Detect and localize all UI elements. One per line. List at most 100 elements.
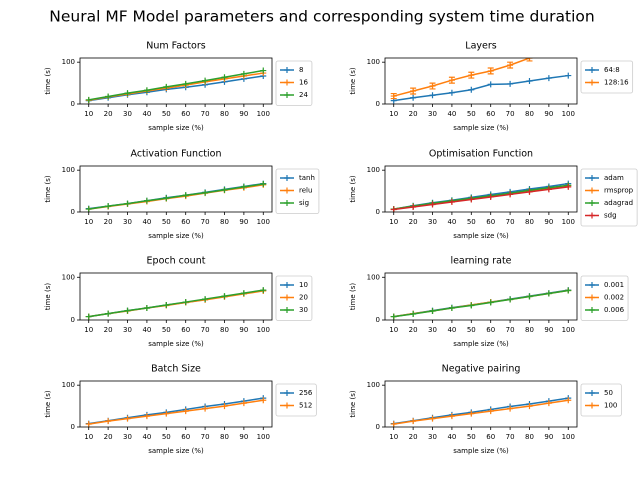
x-tick-label: 30 (123, 433, 132, 441)
point-marker (390, 206, 397, 212)
x-tick-label: 60 (181, 110, 190, 118)
x-tick-label: 50 (467, 218, 476, 226)
point-marker (410, 311, 417, 318)
x-tick-label: 40 (142, 218, 151, 226)
point-marker (240, 400, 247, 407)
plot-area (390, 395, 572, 427)
x-tick-label: 30 (428, 218, 437, 226)
point-marker (390, 93, 397, 100)
x-tick-label: 40 (142, 433, 151, 441)
y-tick-label: 0 (376, 208, 380, 216)
y-axis-label: time (s) (44, 175, 52, 202)
legend-marker (284, 294, 290, 301)
x-tick-label: 20 (104, 433, 113, 441)
subplot: Negative pairing sample size (%) time (s) 1… (349, 364, 622, 455)
point-marker (429, 415, 436, 422)
x-tick-label: 40 (142, 326, 151, 334)
y-tick-label: 0 (71, 316, 75, 324)
point-marker (526, 293, 533, 300)
point-marker (565, 183, 572, 190)
subplot: Num Factors sample size (%) time (s) 10 20 30… (44, 41, 313, 132)
x-tick-label: 90 (239, 110, 248, 118)
point-marker (487, 67, 494, 74)
x-tick-label: 40 (447, 110, 456, 118)
point-marker (545, 290, 552, 297)
x-axis-label: sample size (%) (148, 340, 204, 348)
plot-area (85, 180, 267, 212)
x-tick-label: 20 (409, 110, 418, 118)
x-tick-label: 60 (181, 433, 190, 441)
figure-title: Neural MF Model parameters and correspon… (49, 8, 594, 26)
point-marker (410, 88, 417, 95)
x-axis-label: sample size (%) (148, 124, 204, 132)
point-marker (448, 305, 455, 312)
axes-frame (384, 380, 578, 428)
point-marker (124, 307, 131, 314)
legend-marker (284, 390, 290, 396)
x-tick-label: 60 (181, 326, 190, 334)
legend: 50 100 (580, 383, 622, 417)
x-tick-label: 40 (447, 326, 456, 334)
x-tick-label: 50 (162, 433, 171, 441)
plot-area (85, 287, 267, 320)
legend: tanh relu sig (275, 168, 320, 214)
legend-label: adam (604, 174, 624, 182)
x-tick-label: 100 (562, 110, 575, 118)
legend-marker (589, 67, 595, 73)
x-tick-label: 10 (84, 326, 93, 334)
y-axis-label: time (s) (349, 175, 357, 202)
series-line (88, 399, 264, 425)
legend-box (580, 168, 638, 227)
point-marker (105, 418, 112, 425)
series-line (393, 184, 569, 210)
x-tick-label: 40 (447, 218, 456, 226)
x-tick-label: 50 (467, 110, 476, 118)
x-tick-label: 100 (562, 218, 575, 226)
x-tick-label: 10 (84, 110, 93, 118)
x-tick-label: 30 (428, 110, 437, 118)
legend-label: 100 (604, 402, 617, 410)
point-marker (240, 290, 247, 297)
x-axis-label: sample size (%) (148, 232, 204, 240)
subplot: Layers sample size (%) time (s) 10 20 30 40 50 6… (349, 41, 634, 132)
legend-label: 0.001 (604, 281, 624, 289)
series-line (88, 75, 264, 102)
x-tick-label: 100 (257, 218, 270, 226)
legend-label: 0.006 (604, 306, 625, 314)
plot-area (390, 180, 572, 212)
y-axis-label: time (s) (44, 283, 52, 310)
subplot-title: Optimisation Function (429, 149, 533, 160)
point-marker (448, 89, 455, 96)
legend-marker (284, 79, 290, 86)
subplot: learning rate sample size (%) time (s) 10 20… (349, 256, 629, 348)
x-tick-label: 30 (123, 110, 132, 118)
point-marker (487, 193, 494, 200)
x-tick-label: 60 (486, 433, 495, 441)
x-tick-label: 10 (84, 433, 93, 441)
axes-frame (79, 165, 273, 213)
axes-frame (384, 57, 578, 105)
x-tick-label: 100 (257, 326, 270, 334)
legend-label: 8 (299, 66, 303, 74)
legend-marker (589, 175, 595, 181)
y-tick-label: 100 (62, 58, 75, 66)
subplot-title: Batch Size (151, 364, 201, 375)
point-marker (202, 77, 209, 84)
point-marker (468, 86, 475, 93)
series-line (393, 186, 569, 211)
legend-marker (589, 307, 595, 313)
point-marker (468, 410, 475, 417)
plot-area (85, 395, 267, 427)
point-marker (487, 408, 494, 415)
subplot-title: Activation Function (131, 149, 222, 160)
point-marker (448, 413, 455, 420)
x-tick-label: 50 (467, 326, 476, 334)
x-tick-label: 70 (201, 218, 210, 226)
x-tick-label: 80 (525, 433, 534, 441)
y-tick-label: 100 (62, 166, 75, 174)
y-tick-label: 100 (367, 166, 380, 174)
x-tick-label: 70 (506, 218, 515, 226)
y-tick-label: 0 (376, 316, 380, 324)
y-axis-label: time (s) (44, 390, 52, 417)
subplot: Optimisation Function sample size (%) time… (349, 149, 638, 240)
